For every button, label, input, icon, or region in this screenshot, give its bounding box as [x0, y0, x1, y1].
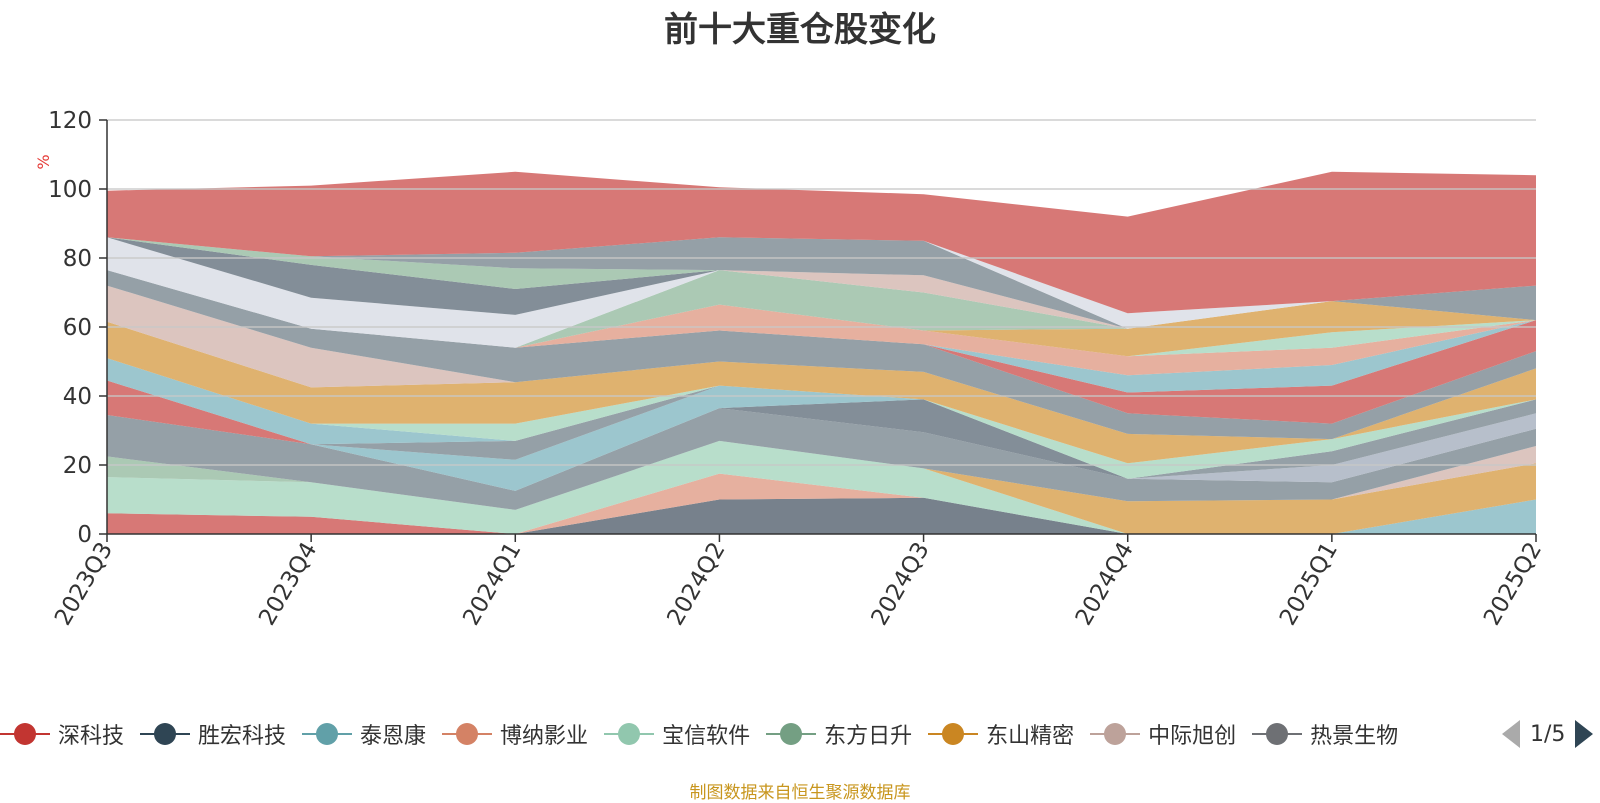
series-area-16 — [107, 321, 1536, 464]
series-area-2 — [107, 497, 1536, 534]
source-note: 制图数据来自恒生聚源数据库 — [689, 783, 911, 803]
legend-label: 泰恩康 — [360, 724, 427, 749]
legend-marker-icon — [604, 722, 655, 746]
x-tick-label: 2024Q1 — [458, 538, 526, 630]
series-area-26 — [107, 237, 1536, 348]
series-area-1 — [107, 497, 1536, 534]
series-area-0 — [107, 513, 1536, 534]
x-tick-label: 2024Q2 — [662, 538, 730, 630]
legend-prev-page-icon[interactable] — [1502, 720, 1520, 748]
legend-item[interactable]: 东方日升 — [766, 716, 912, 752]
series-area-29 — [107, 237, 1536, 329]
series-area-13 — [107, 380, 1536, 479]
y-tick-label: 100 — [48, 177, 92, 203]
y-tick-label: 40 — [63, 384, 92, 410]
y-tick-label: 80 — [63, 246, 92, 272]
chart-title: 前十大重仓股变化 — [664, 10, 936, 50]
series-area-18 — [107, 270, 1536, 440]
series-area-27 — [107, 237, 1536, 329]
legend-item[interactable]: 胜宏科技 — [140, 716, 286, 752]
series-area-24 — [107, 270, 1536, 348]
legend-item[interactable]: 泰恩康 — [302, 716, 426, 752]
y-tick-label: 20 — [63, 453, 92, 479]
y-tick-label: 120 — [48, 108, 92, 134]
legend-next-page-icon[interactable] — [1575, 720, 1594, 748]
series-area-6 — [107, 440, 1536, 534]
series-area-31 — [107, 171, 1536, 314]
legend-page-indicator: 1/5 — [1530, 721, 1566, 747]
legend-marker-icon — [302, 722, 353, 746]
legend-marker-icon — [140, 722, 191, 746]
legend-marker-icon — [442, 722, 493, 746]
legend-label: 宝信软件 — [662, 724, 751, 749]
legend-item[interactable]: 博纳影业 — [442, 716, 588, 752]
legend-item[interactable]: 深科技 — [0, 716, 124, 752]
legend-label: 东方日升 — [824, 724, 913, 749]
legend-marker-icon — [1252, 722, 1303, 746]
series-area-17 — [107, 285, 1536, 440]
y-axis-unit-label: % — [34, 154, 53, 169]
x-tick-label: 2024Q4 — [1071, 538, 1139, 630]
series-area-21 — [107, 270, 1536, 376]
y-tick-label: 60 — [63, 315, 92, 341]
x-tick-label: 2024Q3 — [867, 538, 935, 630]
legend-item[interactable]: 东山精密 — [928, 716, 1074, 752]
x-tick-label: 2025Q1 — [1275, 538, 1343, 630]
legend-marker-icon — [928, 722, 979, 746]
x-tick-label: 2023Q3 — [50, 538, 118, 630]
series-areas — [107, 171, 1536, 534]
legend-label: 中际旭创 — [1148, 724, 1237, 749]
series-area-23 — [107, 270, 1536, 357]
legend-label: 热景生物 — [1310, 724, 1399, 749]
legend-item[interactable]: 热景生物 — [1252, 716, 1398, 752]
legend-label: 东山精密 — [986, 724, 1075, 749]
legend-marker-icon — [1090, 722, 1141, 746]
x-tick-label: 2023Q4 — [254, 538, 322, 630]
legend-item[interactable]: 宝信软件 — [604, 716, 750, 752]
legend-item[interactable]: 中际旭创 — [1090, 716, 1236, 752]
series-area-8 — [107, 408, 1536, 510]
legend-marker-icon — [766, 722, 817, 746]
series-area-10 — [107, 399, 1536, 491]
legend-label: 博纳影业 — [500, 724, 589, 749]
legend-label: 深科技 — [58, 724, 125, 749]
series-area-4 — [107, 440, 1536, 534]
y-tick-label: 0 — [77, 522, 92, 548]
stacked-area-chart: 0 20 40 60 80 100 120% 2023Q3 2023Q4 2024Q1 2024Q2… — [34, 108, 1547, 630]
legend-marker-icon — [0, 722, 50, 746]
grid-lines — [107, 119, 1536, 466]
x-tick-label: 2025Q2 — [1479, 538, 1547, 630]
legend-pager: 1/5 — [1502, 716, 1594, 752]
legend: 深科技 胜宏科技 泰恩康 博纳影业 宝信软件 东方日升 东山精密 中际旭创 热景生物 — [0, 716, 1480, 752]
legend-label: 胜宏科技 — [198, 724, 287, 749]
